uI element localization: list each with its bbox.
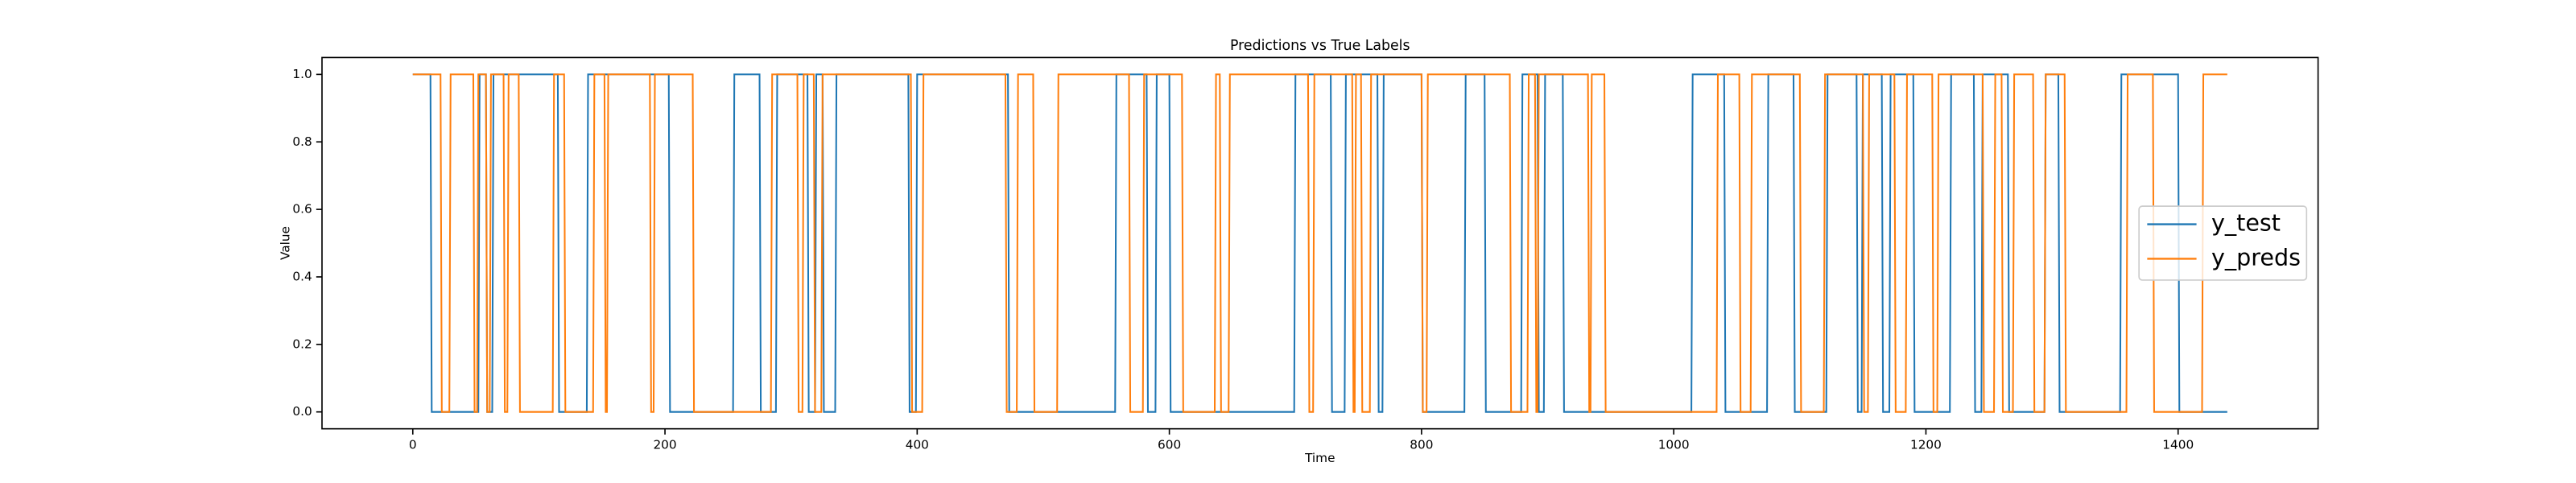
y-tick-label: 0.4: [292, 269, 312, 283]
y-tick-label: 1.0: [292, 67, 312, 81]
x-tick-label: 1200: [1910, 438, 1942, 452]
legend-label: y_preds: [2211, 243, 2301, 270]
data-line: [412, 73, 2227, 413]
x-tick-label: 800: [1410, 438, 1433, 452]
chart-title: Predictions vs True Labels: [1230, 38, 1410, 54]
legend-label: y_test: [2211, 209, 2281, 237]
x-tick-label: 600: [1158, 438, 1181, 452]
x-axis-label: Time: [1304, 451, 1335, 465]
plot-frame: [321, 56, 2319, 430]
x-tick-label: 1000: [1658, 438, 1690, 452]
y-tick-label: 0.6: [292, 202, 312, 217]
x-tick-label: 400: [906, 438, 929, 452]
x-tick-label: 1400: [2162, 438, 2194, 452]
y-tick-label: 0.2: [292, 336, 312, 351]
legend: y_test y_preds: [2138, 205, 2308, 281]
y-tick-label: 0.8: [292, 134, 312, 149]
y-tick-label: 0.0: [292, 404, 312, 419]
data-line: [412, 73, 2227, 413]
x-tick-label: 200: [653, 438, 676, 452]
y-axis-label: Value: [279, 226, 293, 260]
x-tick-label: 0: [409, 438, 417, 452]
